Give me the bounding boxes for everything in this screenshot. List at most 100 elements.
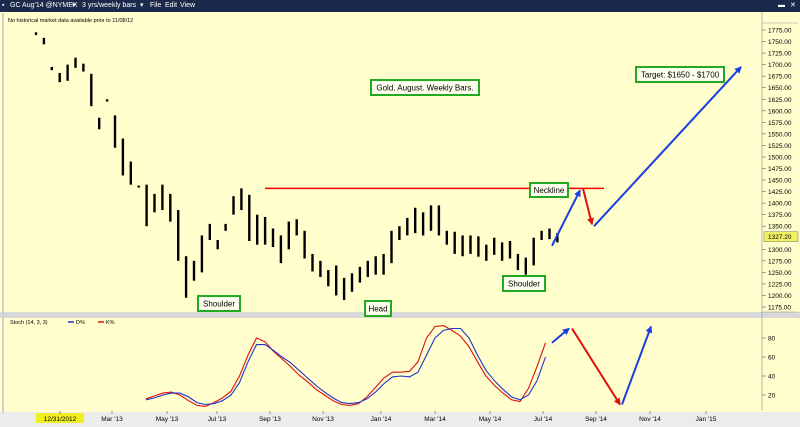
price-bar [469, 235, 472, 254]
date-axis-label: Sep '13 [259, 416, 281, 423]
price-bar [177, 210, 180, 261]
price-bar [200, 235, 204, 273]
date-axis-label: May '13 [156, 416, 179, 423]
date-axis-start-highlight [36, 413, 84, 423]
price-axis-label: 1625.00 [768, 97, 792, 104]
price-bar [271, 228, 275, 247]
price-bar [319, 260, 322, 277]
price-bar [105, 99, 109, 102]
legend-k-label: K% [106, 320, 115, 326]
price-axis-label: 1600.00 [768, 108, 792, 115]
minimize-icon[interactable]: ▬ [778, 2, 785, 9]
price-bar [279, 235, 283, 264]
price-bar [287, 221, 290, 250]
left-scroll-edge [2, 13, 4, 413]
price-axis-label: 1425.00 [768, 189, 792, 196]
price-bar [350, 273, 354, 292]
price-bar [34, 32, 38, 36]
projection-arrow-down [582, 188, 594, 226]
price-bar [216, 240, 219, 250]
price-bar [437, 205, 441, 236]
price-axis-label: 1575.00 [768, 120, 792, 127]
stoch-title: Stoch (14, 3, 3) [10, 320, 48, 326]
left-shoulder-label: Shoulder [203, 300, 235, 309]
chart-title: Gold. August. Weekly Bars. [376, 84, 473, 93]
chevron-down-icon[interactable]: ▾ [72, 2, 76, 9]
menu-view[interactable]: View [180, 2, 196, 9]
price-bar [256, 214, 259, 245]
period-selector[interactable]: 3 yrs/weekly bars [82, 2, 137, 9]
price-bar [414, 207, 417, 234]
menu-edit[interactable]: Edit [165, 2, 178, 9]
last-price-tag [763, 231, 799, 242]
price-bar [113, 115, 117, 148]
price-bar [390, 230, 393, 264]
price-axis-label: 1250.00 [768, 270, 792, 277]
stoch-axis-label: 40 [768, 374, 776, 381]
date-axis-label: Jan '15 [696, 416, 717, 423]
toolbar-menu-icon[interactable]: ▪ [2, 2, 5, 9]
date-axis-label: Jan '14 [371, 416, 392, 423]
price-bar [445, 230, 448, 245]
price-bar [532, 237, 535, 266]
date-axis-label: Sep '14 [585, 416, 607, 423]
no-data-notice: No historical market data available prio… [8, 18, 133, 24]
projection-arrow-target [593, 66, 742, 227]
price-axis-label: 1275.00 [768, 258, 792, 265]
price-bar [295, 219, 298, 236]
price-bar [461, 235, 464, 257]
price-axis-label: 1775.00 [768, 28, 792, 35]
price-bar [524, 257, 527, 275]
price-axis-label: 1500.00 [768, 154, 792, 161]
price-axis-label: 1350.00 [768, 224, 792, 231]
symbol-selector[interactable]: GC Aug'14 @NYMEX [10, 2, 78, 9]
head-label: Head [368, 305, 387, 314]
date-axis-label: Nov '13 [312, 416, 334, 423]
price-bar [50, 66, 53, 71]
price-bar [137, 185, 140, 188]
stoch-arrow-down [571, 327, 621, 406]
price-bar [374, 256, 377, 275]
price-bar [453, 231, 456, 254]
price-bar [556, 233, 559, 243]
price-bar [192, 260, 196, 281]
price-axis-label: 1175.00 [768, 305, 791, 312]
price-bar [406, 217, 409, 236]
stoch-arrow-up-2 [621, 325, 653, 405]
price-bar [58, 72, 61, 83]
pane-divider [0, 312, 800, 318]
price-bar [240, 188, 243, 211]
right-shoulder-label: Shoulder [508, 280, 540, 289]
date-axis-band [0, 412, 800, 427]
price-axis-label: 1300.00 [768, 247, 792, 254]
price-bar [485, 244, 488, 261]
price-bar [145, 184, 148, 227]
price-bar [90, 73, 93, 107]
price-bar [224, 223, 227, 231]
price-bar [161, 184, 164, 211]
stoch-arrow-up-1 [551, 327, 570, 344]
chevron-down-icon[interactable]: ▾ [140, 2, 144, 9]
price-bar [335, 265, 338, 296]
price-bar [153, 193, 156, 213]
price-axis-label: 1725.00 [768, 51, 792, 58]
price-bar [311, 253, 314, 272]
target-label: Target: $1650 - $1700 [641, 71, 720, 80]
price-bar [342, 277, 346, 301]
price-bar [508, 240, 512, 259]
date-axis-label: Jul '13 [208, 416, 227, 423]
price-bar [98, 117, 101, 130]
neckline-label-box [529, 182, 569, 198]
price-bar [382, 253, 385, 275]
price-bar [129, 161, 132, 185]
left-shoulder-label-box [197, 295, 241, 312]
price-axis-label: 1400.00 [768, 201, 792, 208]
head-label-box [364, 300, 392, 317]
date-axis-label: 12/31/2012 [44, 416, 77, 423]
close-icon[interactable]: ✕ [790, 2, 796, 9]
menu-file[interactable]: File [150, 2, 162, 9]
price-bar [184, 256, 188, 298]
price-axis-label: 1650.00 [768, 85, 792, 92]
